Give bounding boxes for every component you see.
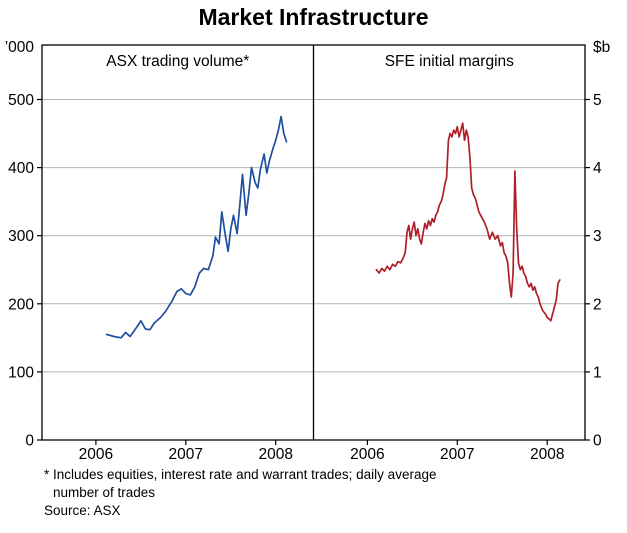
y-tick-label: 3	[593, 228, 602, 245]
y-tick-label: 1	[593, 364, 602, 381]
asx-trading-volume-line	[105, 115, 288, 339]
panel-title: SFE initial margins	[385, 53, 514, 70]
y-axis-unit-label: ’000	[5, 39, 35, 56]
y-tick-label: 500	[8, 92, 34, 109]
y-tick-label: 5	[593, 92, 602, 109]
sfe-initial-margins-line	[375, 122, 561, 322]
y-tick-label: 300	[8, 228, 34, 245]
footnote-line-2: number of trades	[53, 484, 156, 500]
y-tick-label: 100	[8, 364, 34, 381]
y-tick-label: 4	[593, 160, 602, 177]
y-tick-label: 200	[8, 296, 34, 313]
x-tick-label: 2007	[440, 446, 474, 463]
source-note: Source: ASX	[44, 502, 121, 518]
x-tick-label: 2007	[169, 446, 203, 463]
footnotes: * Includes equities, interest rate and w…	[44, 466, 436, 519]
y-tick-label: 2	[593, 296, 602, 313]
chart-title: Market Infrastructure	[198, 4, 429, 30]
panel-title: ASX trading volume*	[106, 53, 249, 70]
x-tick-label: 2006	[350, 446, 384, 463]
y-tick-label: 400	[8, 160, 34, 177]
footnote-line-1: * Includes equities, interest rate and w…	[44, 467, 437, 482]
x-tick-label: 2008	[258, 446, 292, 463]
y-axis-unit-label: $b	[593, 39, 610, 56]
y-tick-label: 0	[25, 433, 34, 450]
x-tick-label: 2008	[530, 446, 564, 463]
x-tick-label: 2006	[79, 446, 113, 463]
y-tick-label: 0	[593, 433, 602, 450]
